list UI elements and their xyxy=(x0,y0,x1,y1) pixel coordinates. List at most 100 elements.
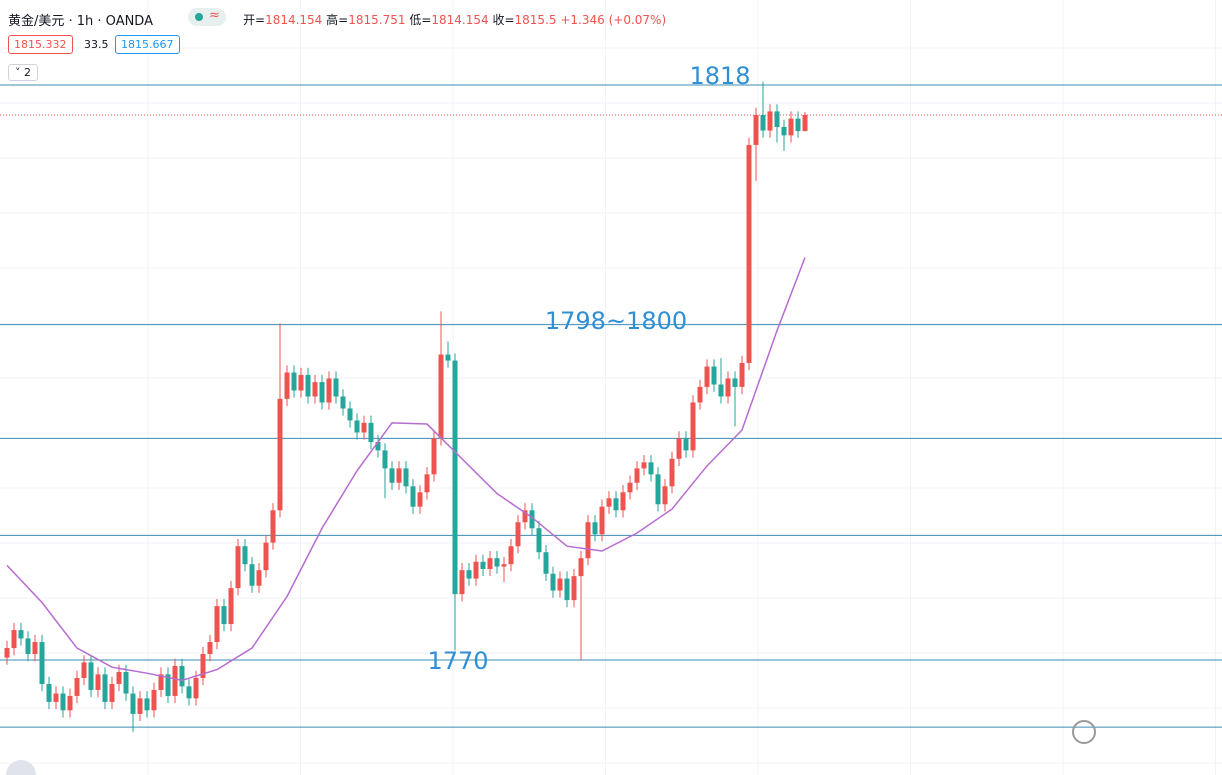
low-value: 1814.154 xyxy=(431,13,489,27)
candle-body xyxy=(585,522,591,559)
candle-body xyxy=(627,482,633,493)
candle-body xyxy=(788,118,794,136)
candle-body xyxy=(774,111,780,127)
ask-button[interactable]: 1815.667 xyxy=(115,35,180,54)
candle-body xyxy=(354,420,360,433)
candle-body xyxy=(452,360,458,595)
candle-body xyxy=(4,648,10,658)
candle-body xyxy=(781,126,787,136)
candle-body xyxy=(676,438,682,459)
candle-body xyxy=(333,378,339,397)
candle-body xyxy=(228,588,234,625)
candle-body xyxy=(480,561,486,569)
candle-body xyxy=(242,546,248,565)
candle-body xyxy=(690,402,696,451)
candle-body xyxy=(235,546,241,589)
bid-button[interactable]: 1815.332 xyxy=(8,35,73,54)
candle-body xyxy=(305,374,311,397)
candle-body xyxy=(172,665,178,696)
candle-body xyxy=(403,468,409,487)
candle-body xyxy=(200,654,206,678)
candle-body xyxy=(326,378,332,403)
candle-body xyxy=(291,372,297,391)
close-value: 1815.5 xyxy=(514,13,557,27)
candle-body xyxy=(347,408,353,421)
candle-body xyxy=(767,111,773,131)
candle-body xyxy=(473,561,479,579)
candle-body xyxy=(277,398,283,511)
candle-body xyxy=(249,564,255,586)
candle-body xyxy=(760,114,766,131)
candle-body xyxy=(620,492,626,511)
candle-body xyxy=(711,366,717,385)
candle-body xyxy=(144,698,150,711)
candle-body xyxy=(683,438,689,451)
candle-body xyxy=(193,677,199,699)
candle-body xyxy=(361,422,367,433)
candle-body xyxy=(158,674,164,690)
candle-body xyxy=(445,354,451,361)
indicator-toggle[interactable]: ˅ 2 xyxy=(8,64,38,81)
open-value: 1814.154 xyxy=(265,13,323,27)
candle-body xyxy=(123,671,129,694)
candle-body xyxy=(151,689,157,711)
candle-body xyxy=(375,442,381,451)
candle-body xyxy=(263,542,269,571)
status-badge[interactable]: ≈ xyxy=(188,8,226,26)
candle-body xyxy=(60,693,66,711)
candle-body xyxy=(802,114,808,132)
candle-body xyxy=(466,570,472,579)
candle-body xyxy=(662,486,668,505)
candle-body xyxy=(102,674,108,702)
candle-body xyxy=(186,686,192,699)
candle-body xyxy=(116,671,122,684)
candle-body xyxy=(382,450,388,469)
candle-body xyxy=(46,683,52,702)
symbol[interactable]: 黄金/美元 · 1h · OANDA xyxy=(8,14,153,29)
candle-body xyxy=(571,576,577,601)
candle-body xyxy=(592,522,598,535)
change: +1.346 (+0.07%) xyxy=(560,13,667,27)
low-label: 低= xyxy=(409,13,432,27)
candle-body xyxy=(739,362,745,387)
moving-average xyxy=(6,257,806,682)
high-label: 高= xyxy=(326,13,349,27)
candle-body xyxy=(732,378,738,387)
ohlc: 开=1814.154 高=1815.751 低=1814.154 收=1815.… xyxy=(243,11,666,28)
candle-body xyxy=(718,384,724,397)
candle-body xyxy=(648,462,654,475)
candle-body xyxy=(578,558,584,577)
candle-body xyxy=(424,474,430,493)
watermark-logo xyxy=(1072,720,1096,744)
candle-body xyxy=(165,674,171,696)
candle-body xyxy=(368,422,374,443)
candle-body xyxy=(557,578,563,591)
candle-body xyxy=(18,630,24,639)
candle-body xyxy=(312,382,318,397)
candle-body xyxy=(39,642,45,684)
candle-body xyxy=(536,528,542,553)
candle-body xyxy=(95,674,101,690)
level-annotation: 1818 xyxy=(689,62,750,90)
candle-body xyxy=(53,693,59,702)
candle-body xyxy=(207,642,213,655)
candle-body xyxy=(109,683,115,702)
candle-body xyxy=(487,558,493,569)
candle-body xyxy=(270,510,276,543)
candle-body xyxy=(543,552,549,574)
candle-body xyxy=(669,458,675,487)
candle-body xyxy=(81,662,87,678)
settings-button[interactable] xyxy=(6,760,36,775)
candle-body xyxy=(389,468,395,483)
candle-body xyxy=(410,486,416,507)
candle-body xyxy=(522,510,528,523)
candle-body xyxy=(655,474,661,505)
candle-body xyxy=(641,462,647,469)
candle-body xyxy=(11,630,17,649)
indicator-count: 2 xyxy=(24,66,31,79)
candle-body xyxy=(508,546,514,565)
candle-body xyxy=(753,114,759,145)
candle-body xyxy=(284,372,290,399)
candle-body xyxy=(67,695,73,711)
